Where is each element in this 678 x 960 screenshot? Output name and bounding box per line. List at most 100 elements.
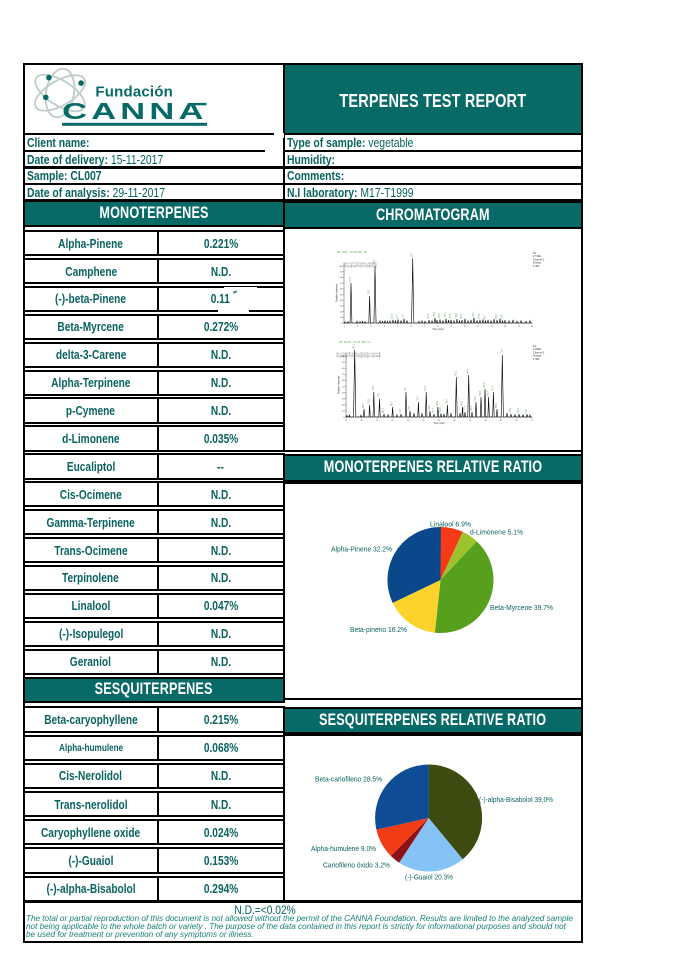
svg-text:85.2: 85.2 [517,407,520,412]
svg-text:0.8: 0.8 [525,409,528,413]
svg-text:4.7: 4.7 [402,313,405,317]
svg-text:35.0: 35.0 [445,398,448,403]
svg-text:11.3: 11.3 [375,352,379,357]
svg-text:47.1: 47.1 [347,262,351,268]
svg-text:41.3: 41.3 [353,262,357,268]
svg-text:20: 20 [340,311,343,313]
svg-text:80.7: 80.7 [382,407,385,412]
svg-text:14: 14 [517,326,520,328]
svg-text:NL:: NL: [533,345,537,348]
svg-text:23.9: 23.9 [363,352,367,358]
svg-text:Alpha-humulene 9.0%: Alpha-humulene 9.0% [311,844,376,853]
svg-text:69.8: 69.8 [495,313,498,318]
svg-text:Beta-cariofileno 28.5%: Beta-cariofileno 28.5% [315,775,382,784]
svg-text:61.4: 61.4 [483,382,486,387]
svg-text:80: 80 [340,277,343,279]
svg-text:70.6: 70.6 [368,398,371,403]
svg-text:72.6: 72.6 [354,352,358,358]
svg-text:22.2: 22.2 [427,313,430,318]
svg-text:Beta-pineno 16.2%: Beta-pineno 16.2% [350,625,407,634]
svg-text:10: 10 [464,326,467,328]
svg-text:Beta-Myrcene 39.7%: Beta-Myrcene 39.7% [490,603,553,612]
svg-text:(-)-alpha-Bisabolol 39.0%: (-)-alpha-Bisabolol 39.0% [479,795,553,804]
svg-text:20: 20 [342,405,345,407]
svg-text:2: 2 [357,326,359,328]
svg-text:Cariofileno óxido 3.2%: Cariofileno óxido 3.2% [323,861,390,870]
svg-text:84.2: 84.2 [342,352,346,358]
svg-text:29.7: 29.7 [357,352,361,358]
svg-text:78.4: 78.4 [348,352,352,358]
svg-text:21: 21 [438,420,441,422]
svg-text:30.6: 30.6 [439,407,442,412]
svg-text:20: 20 [422,420,425,422]
svg-text:Channel 1: Channel 1 [533,351,545,354]
svg-text:57.9: 57.9 [478,313,481,318]
svg-text:10.0: 10.0 [344,262,348,268]
svg-text:66.8: 66.8 [360,352,364,358]
svg-text:87.0: 87.0 [391,313,394,318]
svg-text:1.380: 1.380 [533,265,540,268]
svg-text:30: 30 [342,399,345,401]
svg-text:28.4: 28.4 [436,400,439,405]
svg-text:60.0: 60.0 [374,262,378,268]
svg-text:30: 30 [340,306,343,308]
svg-text:60.1: 60.1 [353,343,356,348]
svg-text:15: 15 [531,326,534,328]
svg-text:1.57E6: 1.57E6 [533,255,542,258]
svg-text:22.9: 22.9 [428,404,431,409]
svg-text:9: 9 [451,326,453,328]
svg-text:14.7: 14.7 [416,395,419,400]
svg-text:8.9: 8.9 [408,406,411,410]
svg-text:45.6: 45.6 [461,400,464,405]
svg-text:41.3: 41.3 [454,370,457,375]
svg-text:35.5: 35.5 [359,262,363,268]
svg-text:77.5: 77.5 [378,392,381,397]
svg-text:d-Limonene 5.1%: d-Limonene 5.1% [470,527,523,536]
svg-text:25: 25 [500,420,503,422]
svg-text:(-)-Guaiol 20.3%: (-)-Guaiol 20.3% [405,873,453,882]
svg-text:25.7: 25.7 [432,407,435,412]
svg-text:100: 100 [341,356,345,358]
svg-text:37.6: 37.6 [449,313,452,318]
svg-text:24: 24 [484,420,487,422]
svg-text:10.7: 10.7 [411,252,414,257]
svg-text:70.6: 70.6 [368,289,371,294]
svg-text:15: 15 [345,420,348,422]
svg-text:13: 13 [504,326,507,328]
svg-text:45.3: 45.3 [460,313,463,318]
svg-text:0: 0 [341,323,343,325]
svg-text:3: 3 [370,326,372,328]
svg-text:90: 90 [340,272,343,274]
svg-text:70: 70 [340,283,343,285]
svg-text:2.6: 2.6 [399,409,402,413]
svg-text:100: 100 [339,266,343,268]
svg-text:73.6: 73.6 [501,314,504,319]
svg-text:57.6: 57.6 [349,276,352,281]
svg-text:17.1: 17.1 [369,352,373,358]
svg-text:86.7: 86.7 [391,400,394,405]
svg-text:Fundación: Fundación [95,84,173,101]
svg-text:74.4: 74.4 [373,259,376,264]
svg-text:55.1: 55.1 [474,395,477,400]
svg-text:69.8: 69.8 [495,402,498,407]
svg-text:CANNA: CANNA [62,99,207,125]
svg-text:18: 18 [391,420,394,422]
svg-text:6.1: 6.1 [404,387,407,391]
svg-text:Alpha-Pinene 32.2%: Alpha-Pinene 32.2% [331,544,392,553]
svg-text:10.0: 10.0 [336,352,340,358]
svg-text:19: 19 [407,420,410,422]
svg-text:NL:: NL: [533,252,537,255]
svg-text:1: 1 [343,326,345,328]
svg-text:22: 22 [453,420,456,422]
svg-text:53.7: 53.7 [472,311,475,316]
svg-text:Time (min): Time (min) [432,328,444,331]
svg-text:66.7: 66.7 [362,402,365,407]
svg-text:Time (min): Time (min) [433,422,445,425]
svg-text:80: 80 [342,368,345,370]
svg-text:20.2: 20.2 [424,385,427,390]
svg-text:1.380: 1.380 [533,358,540,361]
svg-text:66.8: 66.8 [368,262,372,268]
svg-text:17: 17 [376,420,379,422]
svg-text:12: 12 [491,326,494,328]
svg-text:0: 0 [343,417,345,419]
